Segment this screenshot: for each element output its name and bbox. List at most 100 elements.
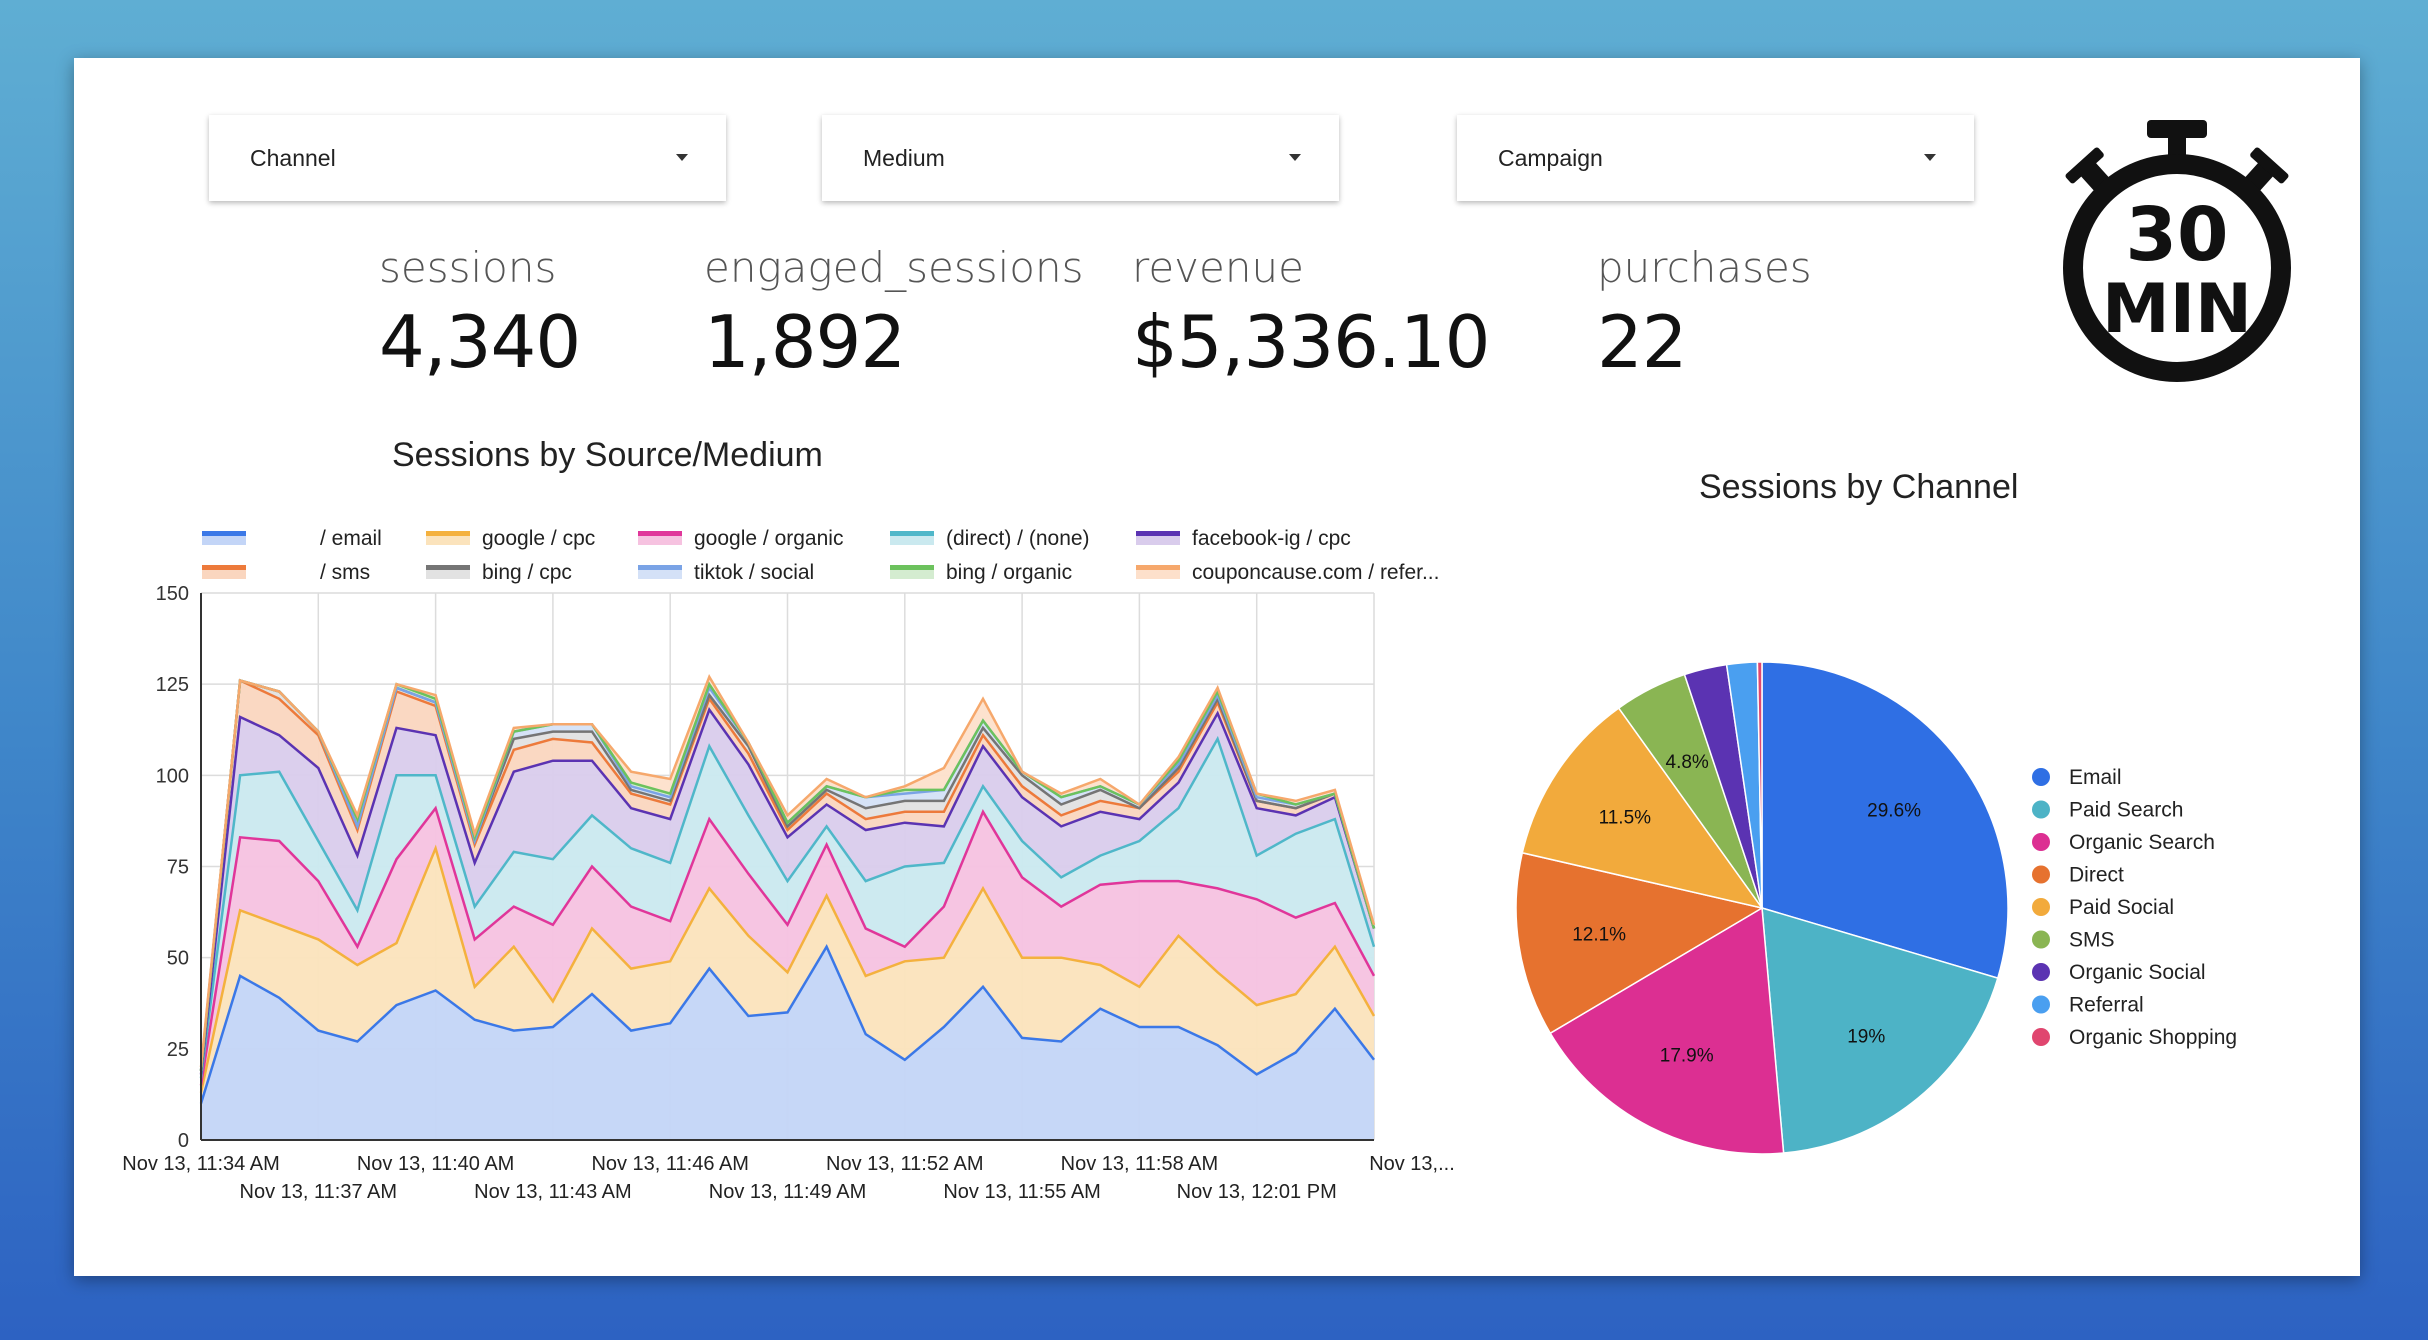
x-tick-label: Nov 13, 11:49 AM xyxy=(709,1181,867,1203)
y-tick-label: 25 xyxy=(167,1039,189,1061)
kpi-value: 1,892 xyxy=(704,300,906,384)
kpi-value: 4,340 xyxy=(379,300,581,384)
pie-slice xyxy=(1521,707,1764,910)
legend-dot xyxy=(2032,865,2050,884)
kpi-purchases: purchases 22 xyxy=(1597,243,1812,384)
legend-dot xyxy=(2032,768,2050,786)
dropdown-label: Medium xyxy=(863,145,945,171)
legend-label: Organic Social xyxy=(2069,961,2206,984)
kpi-label: sessions xyxy=(379,243,557,292)
x-tick-label: Nov 13, 11:46 AM xyxy=(591,1153,749,1175)
x-tick-label: Nov 13, 11:43 AM xyxy=(474,1181,632,1203)
legend-label: bing / organic xyxy=(946,561,1072,584)
stopwatch-icon: 30 MIN xyxy=(2063,120,2291,382)
kpi-label: revenue xyxy=(1132,243,1304,292)
legend-swatch-fill xyxy=(202,536,246,545)
medium-filter-dropdown[interactable]: Medium xyxy=(822,115,1339,201)
legend-swatch-line xyxy=(202,531,246,536)
legend-label: couponcause.com / refer... xyxy=(1192,561,1439,584)
legend-label: google / cpc xyxy=(482,527,595,550)
y-tick-label: 150 xyxy=(156,583,189,605)
legend-swatch-line xyxy=(890,565,934,570)
kpi-sessions: sessions 4,340 xyxy=(379,243,581,384)
legend-swatch-line xyxy=(426,531,470,536)
pie-slice-label: 4.8% xyxy=(1666,752,1709,773)
pie-slice xyxy=(1756,661,1763,909)
legend-label: (direct) / (none) xyxy=(946,527,1090,550)
area-series-line xyxy=(199,735,1376,1079)
area-chart: 0 25 50 75 100 125 150 Nov 13, 11:34 AM Nov 13, … xyxy=(122,527,1455,1203)
legend-swatch-fill xyxy=(426,570,470,579)
legend-swatch-fill xyxy=(638,536,682,545)
legend-label: Organic Shopping xyxy=(2069,1026,2237,1049)
legend-dot xyxy=(2032,995,2050,1014)
x-tick-label: Nov 13, 11:40 AM xyxy=(357,1153,515,1175)
area-chart-title: Sessions by Source/Medium xyxy=(392,436,823,474)
kpi-value: $5,336.10 xyxy=(1132,300,1490,384)
x-tick-label: Nov 13, 11:55 AM xyxy=(943,1181,1101,1203)
pie-slice-label: 12.1% xyxy=(1572,924,1626,945)
legend-dot xyxy=(2032,930,2050,949)
x-tick-label: Nov 13, 11:34 AM xyxy=(122,1153,280,1175)
legend-label: Email xyxy=(2069,766,2122,789)
legend-label: Paid Search xyxy=(2069,799,2183,822)
area-series-line xyxy=(199,674,1376,1068)
pie-slice xyxy=(1761,661,2009,980)
x-tick-label: Nov 13,... xyxy=(1369,1153,1455,1175)
area-series-line xyxy=(199,844,1376,1093)
legend-label: / sms xyxy=(320,561,370,584)
legend-dot xyxy=(2032,898,2050,916)
legend-swatch-line xyxy=(638,565,682,570)
legend-swatch-fill xyxy=(638,570,682,579)
y-tick-label: 0 xyxy=(178,1130,189,1152)
legend-swatch-fill xyxy=(1136,536,1180,545)
x-tick-label: Nov 13, 12:01 PM xyxy=(1177,1181,1337,1203)
x-tick-label: Nov 13, 11:37 AM xyxy=(240,1181,398,1203)
area-series-line xyxy=(199,943,1375,1104)
legend-swatch-line xyxy=(426,565,470,570)
legend-dot xyxy=(2032,963,2050,981)
legend-label: Referral xyxy=(2069,994,2144,1017)
dashboard-card: Channel Medium Campaign sessions 4,340 e… xyxy=(74,58,2360,1276)
area-series-line xyxy=(199,707,1376,1075)
legend-swatch-line xyxy=(1136,531,1180,536)
legend-dot xyxy=(2032,800,2050,819)
legend-dot xyxy=(2032,1028,2050,1046)
campaign-filter-dropdown[interactable]: Campaign xyxy=(1457,115,1974,201)
legend-swatch-fill xyxy=(426,536,470,545)
legend-swatch-fill xyxy=(1136,570,1180,579)
pie-slice-label: 29.6% xyxy=(1867,800,1921,821)
legend-swatch-fill xyxy=(202,570,246,579)
dropdown-label: Channel xyxy=(250,145,336,171)
legend-label: facebook-ig / cpc xyxy=(1192,527,1351,550)
legend-swatch-fill xyxy=(890,570,934,579)
area-series-line xyxy=(199,805,1376,1086)
pie-chart: 29.6% 19% 17.9% 12.1% 11.5% 4.8% Email Paid Sea… xyxy=(1515,661,2237,1155)
chevron-down-icon xyxy=(1924,154,1936,161)
dropdown-label: Campaign xyxy=(1498,145,1603,171)
y-tick-label: 125 xyxy=(156,674,189,696)
legend-dot xyxy=(2032,833,2050,851)
legend-label: tiktok / social xyxy=(694,561,814,584)
legend-swatch-line xyxy=(1136,565,1180,570)
channel-filter-dropdown[interactable]: Channel xyxy=(209,115,726,201)
y-tick-label: 100 xyxy=(156,765,189,787)
legend-label: Organic Search xyxy=(2069,831,2215,854)
pie-slice-label: 19% xyxy=(1847,1027,1885,1048)
legend-label: Direct xyxy=(2069,864,2124,887)
pie-slice-label: 17.9% xyxy=(1660,1046,1714,1067)
kpi-value: 22 xyxy=(1597,300,1688,384)
legend-label: Paid Social xyxy=(2069,896,2174,919)
legend-label: google / organic xyxy=(694,527,843,550)
kpi-label: purchases xyxy=(1597,243,1812,292)
area-series-fill xyxy=(201,738,1374,1086)
area-series-fill xyxy=(201,808,1374,1093)
legend-swatch-line xyxy=(202,565,246,570)
legend-swatch-line xyxy=(638,531,682,536)
area-series-fill xyxy=(201,848,1374,1104)
x-tick-label: Nov 13, 11:52 AM xyxy=(826,1153,984,1175)
legend-swatch-line xyxy=(890,531,934,536)
pie-slice-label: 11.5% xyxy=(1599,808,1652,829)
kpi-label: engaged_sessions xyxy=(704,243,1084,292)
kpi-revenue: revenue $5,336.10 xyxy=(1132,243,1490,384)
